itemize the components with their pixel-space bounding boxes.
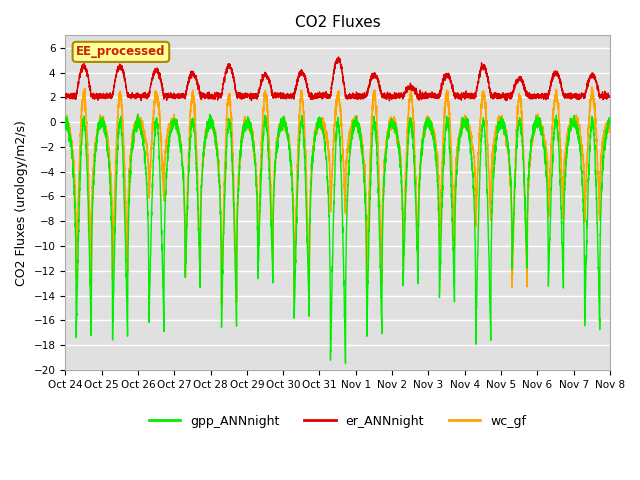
Legend: gpp_ANNnight, er_ANNnight, wc_gf: gpp_ANNnight, er_ANNnight, wc_gf (144, 410, 531, 432)
Text: EE_processed: EE_processed (76, 46, 166, 59)
Y-axis label: CO2 Fluxes (urology/m2/s): CO2 Fluxes (urology/m2/s) (15, 120, 28, 286)
Title: CO2 Fluxes: CO2 Fluxes (295, 15, 381, 30)
